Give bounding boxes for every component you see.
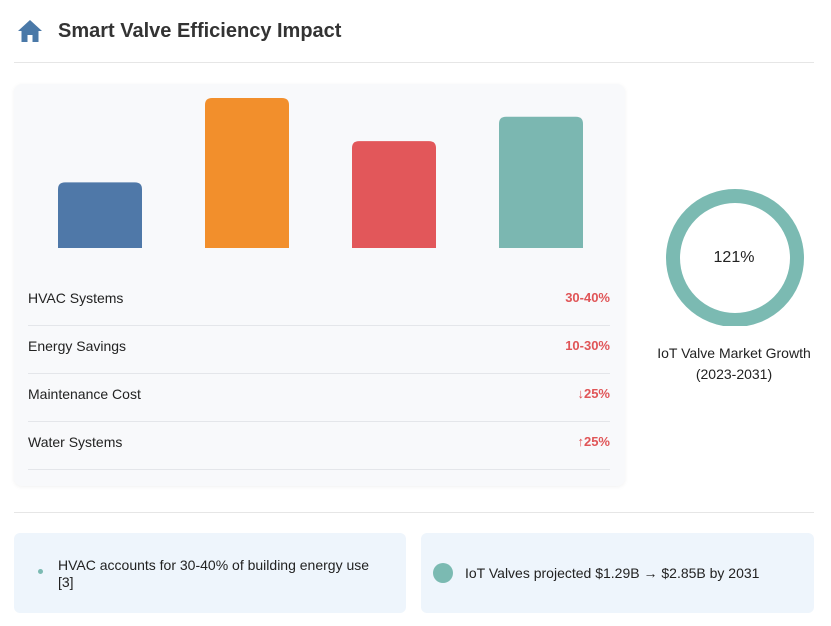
metric-label: HVAC Systems	[28, 290, 124, 306]
info-card-hvac: HVAC accounts for 30-40% of building ene…	[14, 533, 406, 613]
section-divider	[14, 512, 814, 513]
metric-value: 10-30%	[565, 338, 610, 353]
bar-water-systems	[499, 116, 583, 248]
metric-label: Energy Savings	[28, 338, 127, 354]
market-growth-donut: 121% IoT Valve Market Growth (2023-2031)	[648, 186, 820, 386]
page-title: Smart Valve Efficiency Impact	[58, 20, 342, 42]
metric-value: 30-40%	[565, 290, 610, 305]
bar-energy-savings	[205, 98, 289, 248]
home-icon	[18, 20, 42, 42]
donut-ring	[666, 189, 804, 326]
info-text: HVAC accounts for 30-40% of building ene…	[58, 557, 370, 590]
donut-center-label: 121%	[713, 249, 755, 266]
info-text: IoT Valves projected $1.29B → $2.85B by …	[465, 565, 760, 581]
metric-row: HVAC Systems 30-40%	[28, 278, 610, 326]
donut-caption: IoT Valve Market Growth (2023-2031)	[648, 343, 820, 385]
metric-label: Maintenance Cost	[28, 386, 141, 402]
bar-hvac-systems	[58, 182, 142, 248]
metric-row: Energy Savings 10-30%	[28, 326, 610, 374]
teal-dot-icon	[433, 563, 453, 583]
donut-caption-line1: IoT Valve Market Growth	[657, 345, 811, 361]
bar-chart	[58, 98, 583, 248]
metric-row: Water Systems ↑25%	[28, 422, 610, 470]
metric-row: Maintenance Cost ↓25%	[28, 374, 610, 422]
bar-maintenance-cost	[352, 141, 436, 248]
info-card-iot: IoT Valves projected $1.29B → $2.85B by …	[421, 533, 814, 613]
donut-caption-line2: (2023-2031)	[695, 366, 773, 382]
header: Smart Valve Efficiency Impact	[14, 14, 814, 63]
bullet-dot-icon	[38, 569, 43, 574]
metric-label: Water Systems	[28, 434, 123, 450]
metric-value: ↑25%	[577, 434, 610, 449]
efficiency-card: HVAC Systems 30-40% Energy Savings 10-30…	[14, 84, 625, 486]
donut-ring-circle	[666, 189, 804, 326]
metrics-list: HVAC Systems 30-40% Energy Savings 10-30…	[28, 278, 610, 470]
metric-value: ↓25%	[577, 386, 610, 401]
